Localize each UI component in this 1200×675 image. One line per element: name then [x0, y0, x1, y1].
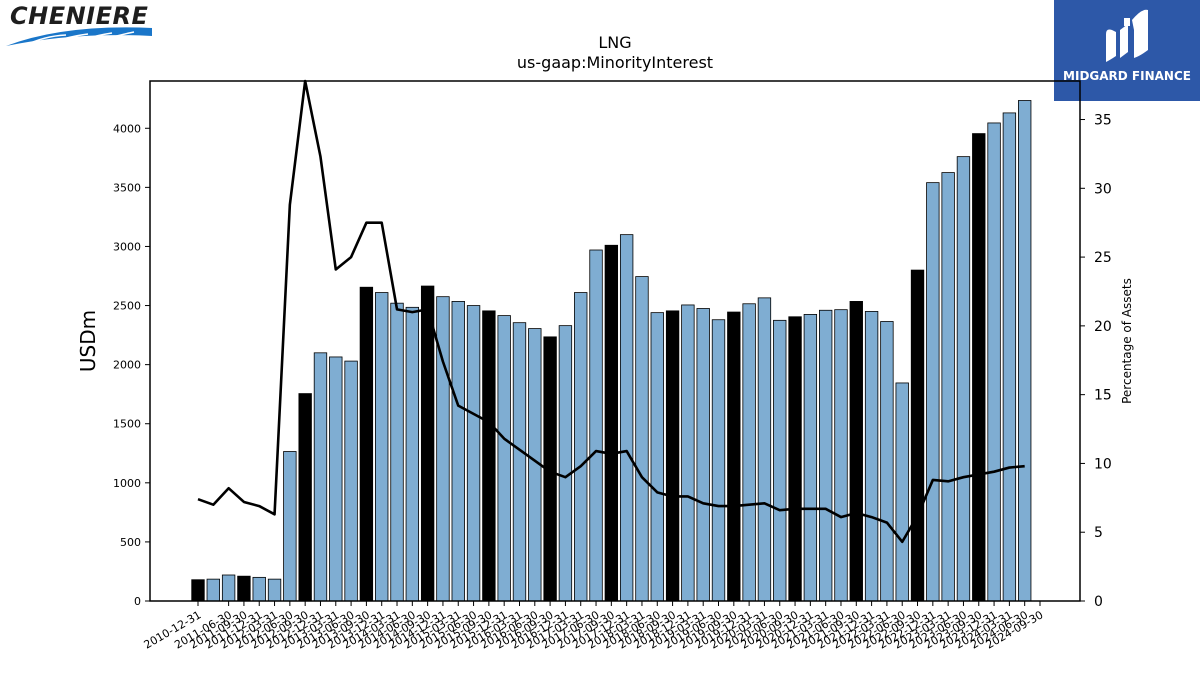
publisher-logo-text: MIDGARD FINANCE [1063, 69, 1191, 83]
bar [313, 352, 328, 602]
y2-tick-label: 15 [1094, 388, 1112, 404]
bar [956, 156, 971, 602]
company-logo-text: CHENIERE [10, 2, 149, 30]
bar [619, 234, 634, 602]
bar [252, 576, 266, 602]
bar [466, 305, 481, 602]
chart-subtitle: us-gaap:MinorityInterest [517, 53, 713, 72]
y-tick-label: 2500 [113, 300, 141, 313]
bar [819, 309, 833, 602]
bar [298, 393, 312, 602]
bar [574, 292, 588, 602]
bar [221, 574, 236, 602]
bar [711, 319, 726, 602]
bar [589, 249, 603, 602]
bar [497, 315, 511, 602]
bar [344, 360, 358, 602]
bar [206, 578, 220, 602]
bar [972, 133, 986, 602]
y-tick-label: 1500 [113, 418, 141, 431]
y-tick-label: 2000 [113, 359, 141, 372]
bar [757, 297, 772, 602]
bar [665, 310, 680, 602]
bar [727, 311, 741, 602]
bar [834, 309, 848, 602]
bar [451, 301, 465, 602]
y2-axis-label: Percentage of Assets [1120, 278, 1134, 404]
bar [329, 356, 343, 602]
percentage-of-assets-line [197, 79, 1025, 544]
bar [880, 321, 894, 602]
y-tick-label: 500 [120, 536, 141, 549]
y2-axis-ticks: 0 5 10 15 20 25 30 35 [1080, 113, 1112, 610]
y-axis-ticks: 0 500 1000 1500 2000 2500 3000 3500 4000 [113, 122, 150, 608]
bar [267, 578, 282, 602]
bar [941, 172, 955, 602]
y-tick-label: 4000 [113, 122, 141, 135]
bar-series [191, 100, 1032, 602]
bar [773, 319, 787, 602]
bar [635, 276, 649, 602]
bar [482, 310, 496, 602]
bar [237, 575, 251, 602]
y2-tick-label: 35 [1094, 113, 1112, 129]
y2-tick-label: 10 [1094, 456, 1112, 472]
bar [742, 303, 756, 602]
y2-tick-label: 20 [1094, 319, 1112, 335]
y-tick-label: 0 [134, 595, 141, 608]
bar [604, 244, 619, 602]
bar [390, 302, 404, 602]
bar [191, 579, 205, 602]
bar [558, 325, 573, 602]
bar [788, 316, 802, 602]
bar [420, 285, 435, 602]
y2-tick-label: 30 [1094, 181, 1112, 197]
bar [1002, 112, 1017, 602]
logo-swoosh-icon [6, 27, 152, 47]
bar [696, 308, 710, 602]
x-axis-ticks: 2010-12-312011-06-302011-09-302011-12-31… [142, 601, 1046, 652]
bar [512, 322, 527, 602]
bar [895, 382, 909, 602]
y-axis-label: USDm [76, 310, 100, 372]
y2-tick-label: 25 [1094, 250, 1112, 266]
y-tick-label: 3000 [113, 240, 141, 253]
bar [910, 269, 925, 602]
bar [849, 301, 863, 602]
bar [864, 311, 879, 602]
bar [803, 314, 818, 602]
y-tick-label: 3500 [113, 181, 141, 194]
plot-frame [149, 80, 1081, 602]
bar [359, 286, 374, 602]
bar [1018, 100, 1032, 602]
y-tick-label: 1000 [113, 477, 141, 490]
bar [375, 292, 389, 602]
bar [987, 122, 1001, 602]
bar [650, 312, 664, 602]
chart-title: LNG [598, 33, 631, 52]
y2-tick-label: 5 [1094, 525, 1103, 541]
publisher-logo: MIDGARD FINANCE [1054, 0, 1200, 101]
midgard-emblem-icon [1106, 9, 1148, 62]
company-logo: CHENIERE [4, 2, 156, 50]
y2-tick-label: 0 [1094, 594, 1103, 610]
bar [405, 306, 419, 602]
bar [283, 451, 297, 602]
bar [681, 304, 695, 602]
bar [926, 182, 940, 602]
